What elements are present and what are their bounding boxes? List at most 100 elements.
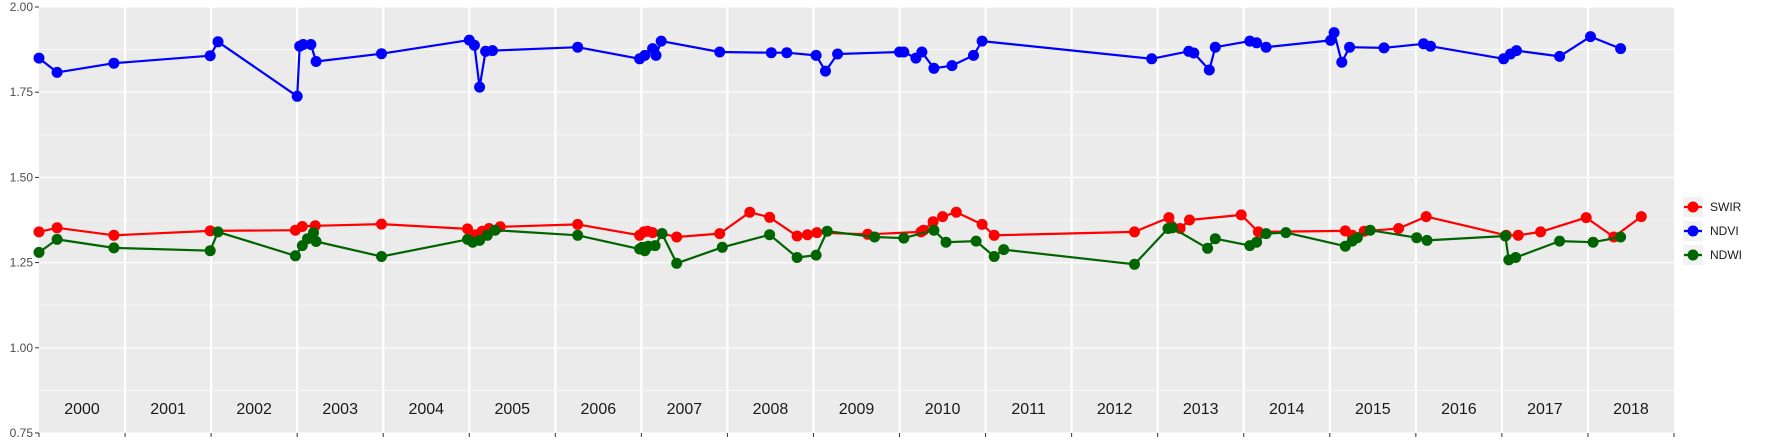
data-point-ndwi	[212, 226, 224, 238]
data-point-ndvi	[1328, 27, 1340, 39]
series-group	[33, 27, 1647, 270]
year-label: 2009	[839, 401, 875, 418]
data-point-swir	[714, 228, 726, 240]
data-point-ndwi	[1615, 231, 1627, 243]
data-point-ndvi	[1554, 50, 1566, 62]
data-point-ndvi	[968, 49, 979, 61]
data-point-ndwi	[764, 229, 776, 241]
data-point-ndwi	[656, 228, 668, 240]
data-point-swir	[791, 230, 803, 242]
data-point-ndvi	[1425, 40, 1436, 52]
legend: SWIR NDVI NDWI	[1683, 197, 1742, 265]
data-point-ndvi	[468, 39, 480, 51]
data-point-ndvi	[487, 45, 498, 57]
data-point-ndwi	[489, 224, 501, 236]
year-label: 2003	[322, 401, 358, 418]
data-point-ndvi	[976, 35, 988, 47]
data-point-ndwi	[649, 240, 661, 252]
data-point-ndvi	[916, 46, 928, 58]
data-point-swir	[51, 222, 63, 234]
data-point-ndvi	[474, 81, 486, 93]
data-point-ndwi	[1166, 222, 1178, 234]
data-point-ndwi	[1251, 236, 1263, 248]
year-label: 2011	[1011, 401, 1046, 418]
data-point-swir	[671, 231, 683, 243]
data-point-ndwi	[1209, 233, 1221, 245]
data-point-ndwi	[1499, 230, 1511, 242]
series-swir	[33, 206, 1647, 243]
data-point-ndvi	[1146, 53, 1158, 65]
data-point-swir	[647, 227, 659, 239]
series-ndvi	[33, 27, 1627, 102]
year-label: 2001	[150, 401, 186, 418]
year-label: 2007	[667, 401, 703, 418]
data-point-swir	[811, 227, 823, 239]
data-point-swir	[927, 216, 939, 228]
data-point-ndvi	[1378, 42, 1390, 54]
data-point-swir	[1235, 209, 1247, 221]
series-ndwi	[33, 222, 1627, 270]
data-point-ndvi	[33, 52, 45, 64]
data-point-ndwi	[940, 236, 952, 248]
data-point-ndwi	[1202, 242, 1214, 254]
legend-key-point	[1687, 249, 1699, 261]
year-labels: 2000 2001 2002 2003 2004 2005 2006 2007 2008 2009…	[64, 401, 1649, 418]
data-point-ndwi	[1351, 232, 1363, 244]
data-point-ndvi	[291, 90, 303, 102]
data-point-ndwi	[988, 251, 1000, 262]
data-point-ndvi	[820, 65, 831, 77]
data-point-swir	[1420, 211, 1432, 223]
data-point-ndwi	[1510, 252, 1522, 263]
year-label: 2004	[408, 401, 444, 418]
data-point-ndvi	[714, 46, 726, 58]
data-point-swir	[802, 229, 813, 241]
legend-item-ndwi: NDWI	[1683, 245, 1742, 265]
y-tick-label: 0.75	[10, 426, 34, 440]
data-point-swir	[376, 218, 387, 230]
data-point-swir	[108, 229, 120, 241]
data-point-ndvi	[204, 50, 216, 62]
year-label: 2016	[1441, 401, 1477, 418]
data-point-ndvi	[108, 57, 120, 69]
data-point-ndwi	[869, 231, 881, 243]
data-point-swir	[1163, 212, 1175, 224]
data-point-ndwi	[289, 250, 301, 262]
data-point-ndwi	[970, 235, 982, 247]
data-point-ndvi	[1251, 37, 1263, 49]
data-point-ndvi	[297, 39, 309, 50]
legend-label: NDWI	[1710, 248, 1742, 262]
data-point-ndwi	[716, 241, 728, 253]
data-point-swir	[744, 206, 756, 218]
year-label: 2005	[494, 401, 530, 418]
data-point-ndvi	[765, 47, 777, 59]
year-label: 2000	[64, 401, 100, 418]
data-point-ndvi	[572, 41, 584, 53]
data-point-swir	[988, 229, 1000, 241]
data-point-ndvi	[1585, 31, 1596, 43]
data-point-swir	[1184, 214, 1195, 226]
data-point-ndvi	[305, 39, 317, 50]
data-point-ndwi	[308, 227, 319, 239]
data-point-swir	[1580, 212, 1592, 224]
data-point-swir	[937, 211, 949, 223]
data-point-ndvi	[1615, 43, 1627, 55]
data-point-ndvi	[650, 49, 662, 61]
data-point-ndwi	[33, 246, 45, 258]
data-point-ndwi	[1260, 228, 1272, 240]
y-tick-label: 1.25	[10, 256, 34, 270]
data-point-ndvi	[655, 35, 667, 47]
data-point-swir	[1129, 226, 1140, 238]
data-point-swir	[296, 221, 308, 232]
data-point-ndwi	[1129, 258, 1140, 270]
data-point-ndvi	[1260, 41, 1272, 53]
data-point-ndvi	[376, 48, 387, 60]
data-point-ndvi	[810, 49, 822, 61]
data-point-ndwi	[1280, 227, 1292, 239]
legend-label: SWIR	[1710, 200, 1742, 214]
data-point-ndwi	[671, 257, 683, 269]
data-point-swir	[572, 218, 584, 230]
data-point-ndwi	[998, 244, 1010, 256]
legend-key-point	[1687, 225, 1699, 237]
data-point-ndwi	[1364, 224, 1376, 236]
